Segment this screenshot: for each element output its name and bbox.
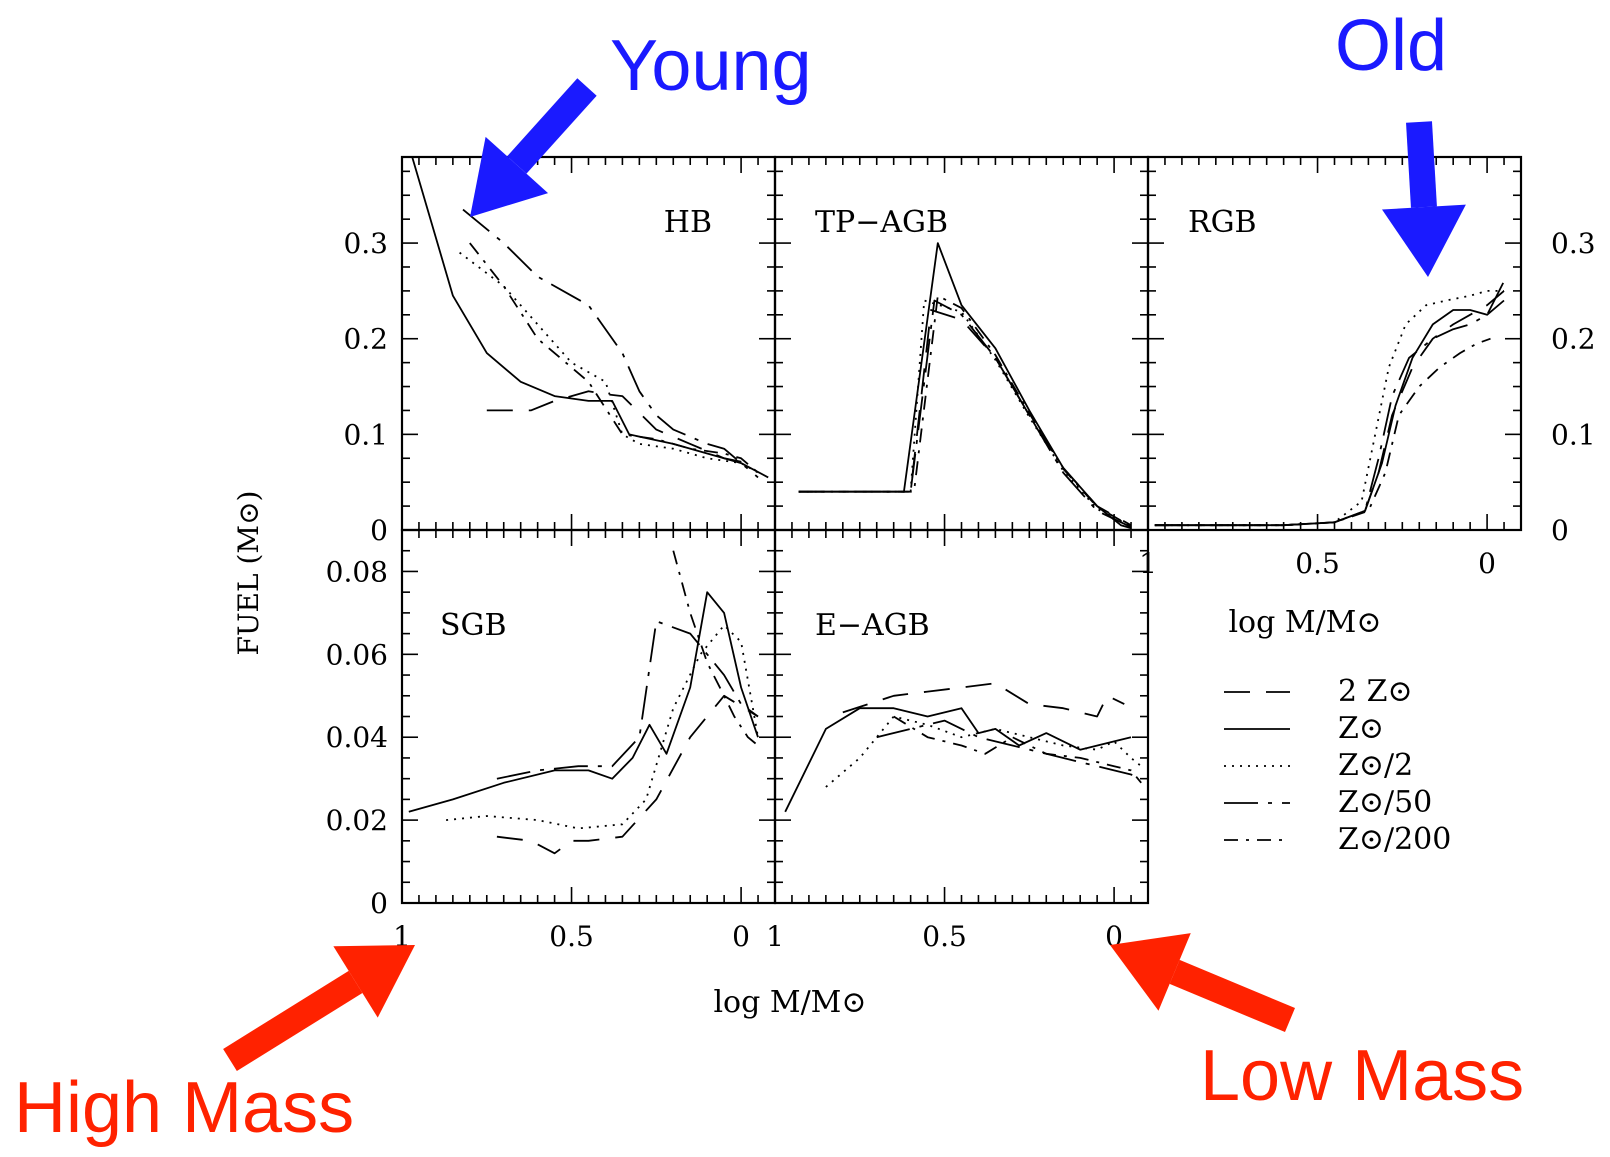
series-line [496,620,759,780]
panel-title: HB [664,205,712,240]
arrow-shaft [1169,959,1295,1033]
series-line [496,694,759,855]
y-tick-label: 0.04 [326,721,388,754]
x-tick-label: 0.5 [922,920,967,953]
series-group [411,157,769,479]
legend-label: 2 Z⊙ [1338,674,1413,709]
panel-title: TP−AGB [815,205,948,240]
series-line [1154,337,1491,527]
series-line [876,719,1142,780]
y-axis-label: FUEL (M⊙) [232,491,265,656]
series-line [842,682,1125,718]
annotation-old: Old [1335,6,1448,86]
annotation-low-mass: Low Mass [1200,1036,1525,1116]
series-line [784,707,1132,813]
y-tick-label: 0.1 [343,418,388,451]
series-line [672,550,759,747]
arrow-shaft [223,970,363,1072]
x-tick-label: 0 [732,920,750,953]
series-line [825,715,1142,788]
x-tick-label: 0.5 [1295,547,1340,580]
arrow-head [1382,204,1466,277]
y-tick-label: 0.08 [326,555,388,588]
series-line [893,715,1142,784]
y-tick-label: 0 [1551,514,1569,547]
arrow-head [1110,933,1191,1011]
panel-title: SGB [440,608,507,643]
series-line [408,591,759,813]
y-tick-label: 0 [370,887,388,920]
series-group [1154,280,1505,527]
chart-panels: 0 0.1 0.2 0.3 HB TP−AGB 0 0.1 0.2 0.3 1 0.5 0 RGB 0 0.0… [326,155,1596,953]
arrow-head [470,136,549,217]
y-tick-label: 0.3 [1551,227,1596,260]
annotation-arrows [223,78,1466,1072]
series-line [1154,299,1505,527]
y-tick-label: 0.2 [1551,323,1596,356]
series-line [469,242,759,474]
series-line [446,624,759,830]
x-tick-label: 1 [393,920,411,953]
legend-label: Z⊙ [1338,711,1384,746]
panel-frame [400,155,777,532]
annotation-high-mass: High Mass [14,1068,355,1148]
series-line [798,242,1132,529]
series-line [486,390,749,464]
series-line [798,299,1132,528]
legend-label: Z⊙/2 [1338,748,1413,783]
legend-label: Z⊙/50 [1338,785,1432,820]
arrow-shaft [1406,121,1437,208]
y-tick-label: 0.1 [1551,418,1596,451]
x-axis-label-bottom: log M/M⊙ [713,985,866,1020]
panel-title: RGB [1188,205,1257,240]
x-tick-label: 0.5 [549,920,594,953]
y-tick-label: 0.06 [326,638,388,671]
x-tick-label: 0 [1478,547,1496,580]
series-line [798,299,1132,528]
series-group [798,242,1132,529]
arrow-shaft [507,78,597,174]
y-tick-label: 0.2 [343,323,388,356]
series-line [1154,289,1504,527]
panel-frame [400,528,777,905]
panel-4: 0 0.02 0.04 0.06 0.08 1 0.5 0 SGB [326,528,777,953]
series-line [1154,280,1505,527]
legend-label: Z⊙/200 [1338,822,1451,857]
x-axis-label-rgb: log M/M⊙ [1228,605,1381,640]
x-tick-label: 1 [766,920,784,953]
arrow-head [333,945,415,1018]
panel-5: 1 0.5 0E−AGB [766,528,1150,953]
legend: 2 Z⊙Z⊙Z⊙/2Z⊙/50Z⊙/200 [1224,674,1451,857]
series-line [411,157,769,479]
series-line [798,294,1132,527]
y-tick-label: 0.3 [343,227,388,260]
panel-frame [773,528,1150,905]
series-line [459,251,759,474]
panel-1: 0 0.1 0.2 0.3 HB [343,155,777,547]
y-tick-label: 0 [370,514,388,547]
series-group [784,682,1142,813]
panel-title: E−AGB [815,608,930,643]
y-tick-label: 0.02 [326,804,388,837]
series-line [1154,290,1505,527]
panel-2: TP−AGB [773,155,1150,532]
series-group [408,550,759,855]
annotation-young: Young [610,26,812,106]
series-line [462,208,759,479]
